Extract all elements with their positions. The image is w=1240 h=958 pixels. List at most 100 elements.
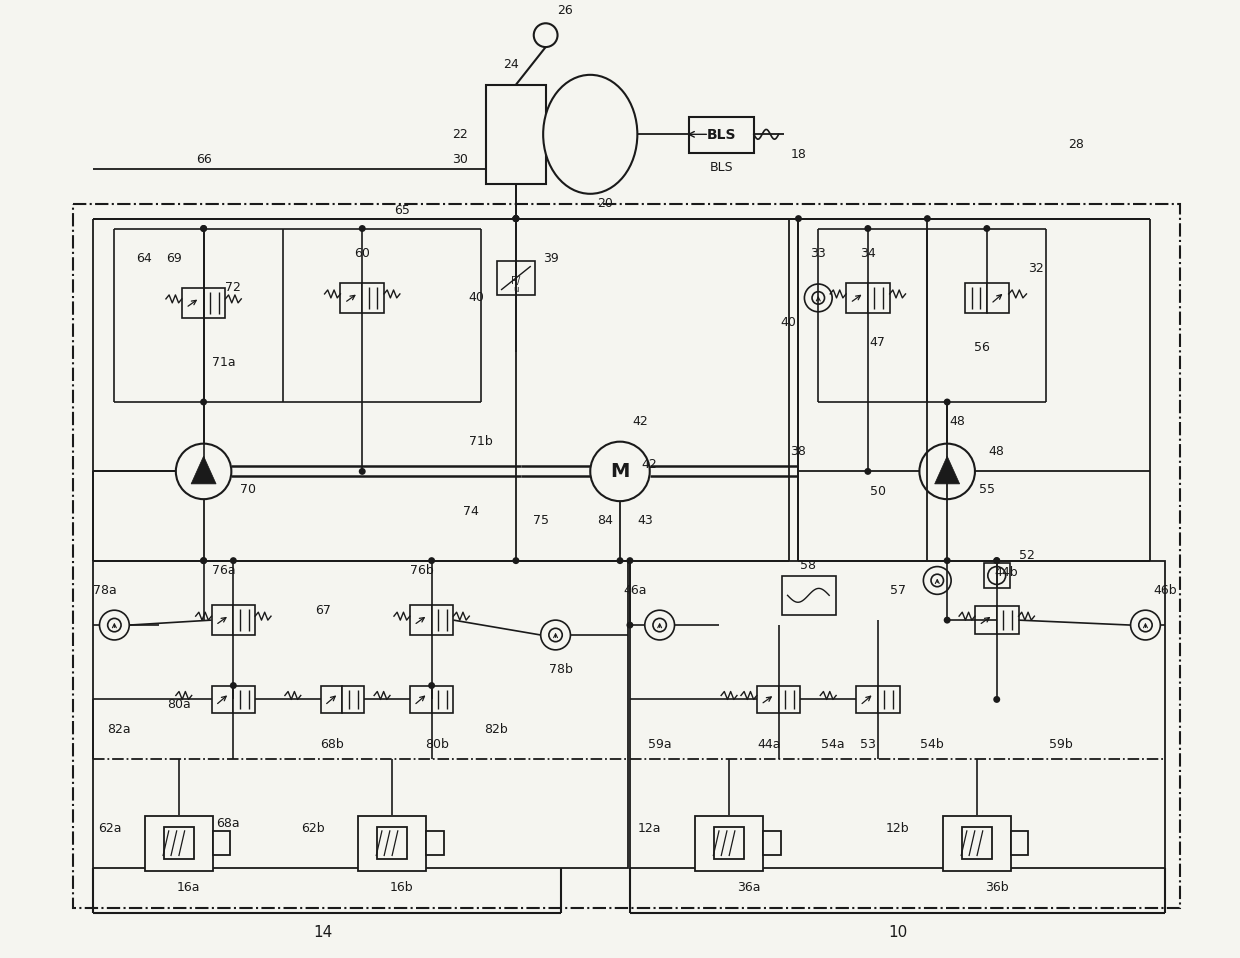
- Text: 42: 42: [632, 416, 647, 428]
- Text: 62b: 62b: [301, 822, 325, 834]
- Text: 54a: 54a: [821, 738, 844, 750]
- Circle shape: [512, 558, 520, 564]
- Text: 44b: 44b: [994, 566, 1018, 579]
- Circle shape: [993, 696, 1001, 703]
- Text: 65: 65: [394, 204, 410, 217]
- Text: 57: 57: [889, 583, 905, 597]
- Text: 42: 42: [642, 458, 657, 471]
- Text: 54b: 54b: [920, 738, 944, 750]
- Text: 34: 34: [861, 247, 875, 260]
- Text: 80b: 80b: [424, 738, 449, 750]
- Circle shape: [616, 558, 624, 564]
- Text: 28: 28: [1068, 138, 1084, 150]
- Bar: [714, 828, 744, 859]
- Circle shape: [1138, 618, 1152, 631]
- Bar: [868, 283, 889, 312]
- Bar: [203, 288, 226, 318]
- Circle shape: [944, 558, 951, 564]
- Bar: [987, 283, 1008, 312]
- Text: 12a: 12a: [639, 822, 661, 834]
- Text: 48: 48: [949, 416, 965, 428]
- Text: 39: 39: [543, 252, 558, 264]
- Circle shape: [993, 558, 1001, 564]
- Circle shape: [1131, 610, 1161, 640]
- Text: 60: 60: [355, 247, 371, 260]
- Polygon shape: [935, 456, 960, 484]
- Circle shape: [512, 216, 520, 222]
- Circle shape: [653, 618, 666, 631]
- Bar: [73, 204, 1180, 907]
- Text: 26: 26: [558, 4, 573, 17]
- Circle shape: [983, 225, 991, 232]
- Bar: [164, 828, 193, 859]
- Text: 46a: 46a: [624, 583, 646, 597]
- Bar: [975, 606, 997, 634]
- Bar: [233, 686, 255, 714]
- Circle shape: [924, 566, 951, 594]
- Circle shape: [200, 558, 207, 564]
- Text: 10: 10: [888, 924, 908, 940]
- Text: 80a: 80a: [167, 697, 191, 711]
- Polygon shape: [191, 456, 216, 484]
- Circle shape: [645, 610, 675, 640]
- Circle shape: [176, 444, 232, 499]
- Circle shape: [590, 442, 650, 501]
- Circle shape: [931, 574, 944, 586]
- Text: 62a: 62a: [98, 822, 122, 834]
- Bar: [756, 686, 779, 714]
- Bar: [341, 283, 362, 312]
- Text: 70: 70: [241, 483, 257, 495]
- Text: 40: 40: [469, 291, 484, 305]
- Circle shape: [358, 468, 366, 475]
- Circle shape: [200, 225, 207, 232]
- Circle shape: [229, 682, 237, 689]
- Bar: [425, 832, 444, 855]
- Text: 68a: 68a: [217, 817, 241, 830]
- Circle shape: [924, 216, 931, 222]
- Text: 71b: 71b: [469, 435, 494, 448]
- Bar: [878, 686, 899, 714]
- Text: 22: 22: [453, 127, 469, 141]
- Bar: [763, 832, 781, 855]
- Text: 18: 18: [791, 148, 806, 161]
- Circle shape: [200, 468, 207, 475]
- Circle shape: [993, 558, 1001, 564]
- Circle shape: [626, 558, 634, 564]
- Text: 33: 33: [811, 247, 826, 260]
- Bar: [432, 605, 454, 635]
- Bar: [1011, 832, 1028, 855]
- Text: 72: 72: [226, 282, 242, 294]
- Text: 46b: 46b: [1153, 583, 1177, 597]
- Text: 50: 50: [869, 485, 885, 498]
- Text: 14: 14: [312, 924, 332, 940]
- Circle shape: [200, 225, 207, 232]
- Bar: [182, 288, 203, 318]
- Circle shape: [99, 610, 129, 640]
- Circle shape: [805, 284, 832, 311]
- Text: u: u: [513, 285, 518, 294]
- Text: 66: 66: [196, 152, 212, 166]
- Bar: [944, 816, 1011, 871]
- Text: 78b: 78b: [548, 663, 573, 676]
- Text: 69: 69: [166, 252, 182, 264]
- Text: 84: 84: [598, 514, 613, 528]
- Text: 36b: 36b: [985, 881, 1008, 895]
- Text: 40: 40: [781, 316, 796, 330]
- Text: 56: 56: [973, 341, 990, 354]
- Text: M: M: [610, 462, 630, 481]
- Text: 43: 43: [637, 514, 652, 528]
- Text: 32: 32: [1028, 262, 1044, 275]
- Bar: [212, 605, 233, 635]
- Text: 59a: 59a: [647, 738, 672, 750]
- Text: 67: 67: [315, 604, 331, 617]
- Bar: [377, 828, 407, 859]
- Bar: [93, 560, 627, 868]
- Text: 74: 74: [464, 505, 479, 517]
- Circle shape: [512, 216, 520, 222]
- Text: BLS: BLS: [709, 161, 733, 173]
- Bar: [689, 118, 754, 153]
- Text: 38: 38: [791, 445, 806, 458]
- Text: 24: 24: [503, 58, 518, 72]
- Bar: [630, 560, 1166, 868]
- Bar: [432, 686, 454, 714]
